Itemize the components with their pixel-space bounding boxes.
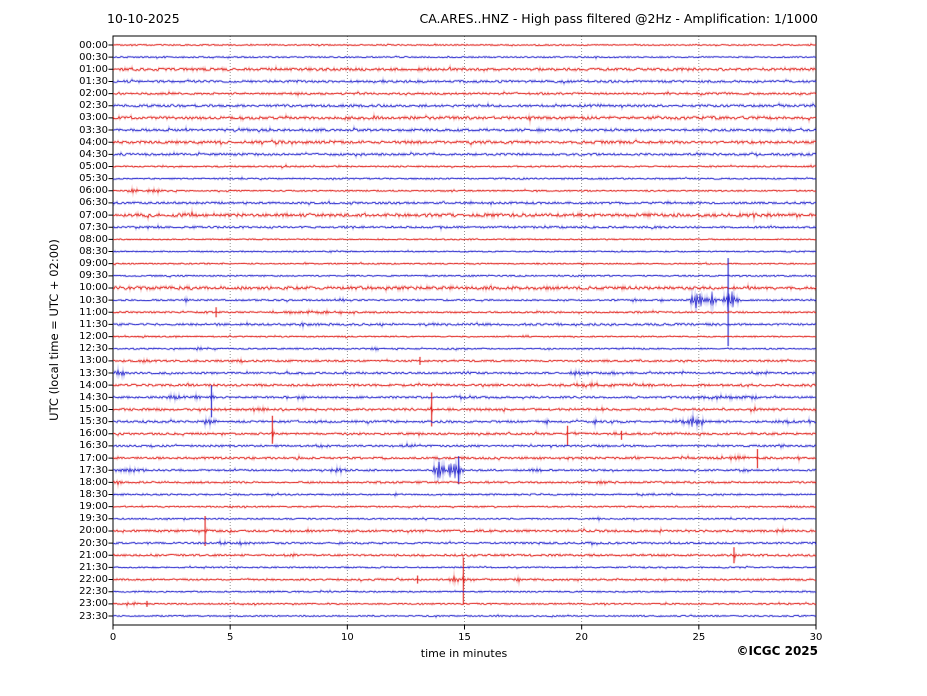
plot-title: CA.ARES..HNZ - High pass filtered @2Hz -… xyxy=(419,11,818,26)
y-tick-label-04:30: 04:30 xyxy=(79,148,108,160)
y-tick-label-14:30: 14:30 xyxy=(79,391,108,403)
x-tick-label-30: 30 xyxy=(809,632,823,643)
x-tick-label-5: 5 xyxy=(226,632,234,643)
y-tick-label-22:30: 22:30 xyxy=(79,586,108,598)
y-tick-label-05:30: 05:30 xyxy=(79,173,108,185)
y-axis-title: UTC (local time = UTC + 02:00) xyxy=(47,239,61,421)
y-tick-label-15:00: 15:00 xyxy=(79,403,108,415)
x-tick-label-0: 0 xyxy=(109,632,117,643)
y-tick-label-16:00: 16:00 xyxy=(79,428,108,440)
y-tick-label-00:30: 00:30 xyxy=(79,51,108,63)
copyright-label: ©ICGC 2025 xyxy=(736,644,818,658)
y-tick-label-05:00: 05:00 xyxy=(79,160,108,172)
y-tick-label-04:00: 04:00 xyxy=(79,136,108,148)
y-tick-label-20:00: 20:00 xyxy=(79,525,108,537)
y-tick-label-21:00: 21:00 xyxy=(79,549,108,561)
y-tick-label-18:00: 18:00 xyxy=(79,476,108,488)
y-tick-label-11:00: 11:00 xyxy=(79,306,108,318)
y-tick-label-14:00: 14:00 xyxy=(79,379,108,391)
x-tick-label-20: 20 xyxy=(575,632,589,643)
y-tick-label-08:30: 08:30 xyxy=(79,246,108,258)
x-tick-label-15: 15 xyxy=(458,632,471,643)
y-tick-label-06:30: 06:30 xyxy=(79,197,108,209)
date-label: 10-10-2025 xyxy=(107,11,180,26)
y-tick-label-01:30: 01:30 xyxy=(79,75,108,87)
y-tick-label-03:30: 03:30 xyxy=(79,124,108,136)
y-tick-label-01:00: 01:00 xyxy=(79,63,108,75)
y-tick-label-16:30: 16:30 xyxy=(79,440,108,452)
y-tick-label-09:30: 09:30 xyxy=(79,270,108,282)
y-tick-label-23:00: 23:00 xyxy=(79,598,108,610)
y-tick-label-23:30: 23:30 xyxy=(79,610,108,622)
y-tick-label-00:00: 00:00 xyxy=(79,39,108,51)
y-tick-label-20:30: 20:30 xyxy=(79,537,108,549)
y-tick-label-09:00: 09:00 xyxy=(79,258,108,270)
y-tick-label-10:30: 10:30 xyxy=(79,294,108,306)
y-tick-label-19:00: 19:00 xyxy=(79,501,108,513)
y-tick-label-13:30: 13:30 xyxy=(79,367,108,379)
x-tick-label-10: 10 xyxy=(340,632,354,643)
y-tick-label-10:00: 10:00 xyxy=(79,282,108,294)
y-tick-label-12:30: 12:30 xyxy=(79,343,108,355)
y-tick-label-11:30: 11:30 xyxy=(79,318,108,330)
x-tick-label-25: 25 xyxy=(692,632,706,643)
y-tick-label-13:00: 13:00 xyxy=(79,355,108,367)
y-tick-label-07:30: 07:30 xyxy=(79,221,108,233)
y-tick-label-02:30: 02:30 xyxy=(79,100,108,112)
y-tick-label-03:00: 03:00 xyxy=(79,112,108,124)
y-tick-label-12:00: 12:00 xyxy=(79,331,108,343)
y-tick-label-07:00: 07:00 xyxy=(79,209,108,221)
y-tick-label-21:30: 21:30 xyxy=(79,561,108,573)
y-tick-label-17:30: 17:30 xyxy=(79,464,108,476)
y-tick-label-06:00: 06:00 xyxy=(79,185,108,197)
y-tick-label-02:00: 02:00 xyxy=(79,88,108,100)
y-tick-label-08:00: 08:00 xyxy=(79,233,108,245)
y-tick-label-18:30: 18:30 xyxy=(79,489,108,500)
y-tick-label-19:30: 19:30 xyxy=(79,513,108,525)
y-tick-label-22:00: 22:00 xyxy=(79,574,108,586)
y-tick-label-17:00: 17:00 xyxy=(79,452,108,464)
y-tick-label-15:30: 15:30 xyxy=(79,416,108,428)
x-axis-title: time in minutes xyxy=(420,647,508,660)
